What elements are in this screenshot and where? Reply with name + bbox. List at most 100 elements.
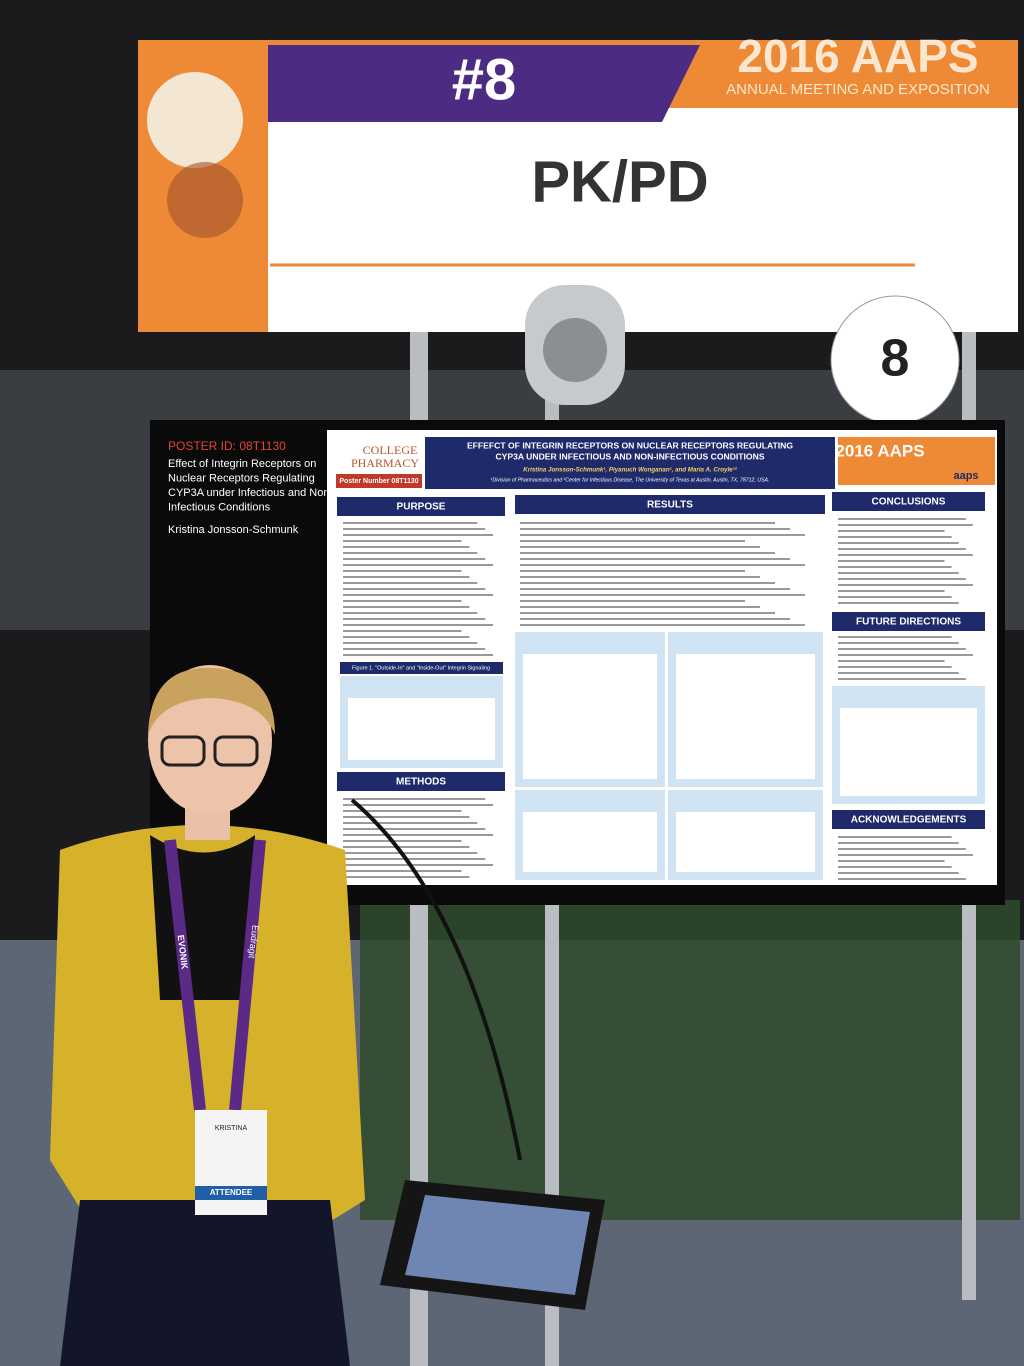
body-text-line — [343, 804, 494, 806]
body-text-line — [838, 860, 945, 862]
poster-number: Poster Number 08T1130 — [339, 478, 418, 485]
body-text-line — [838, 584, 973, 586]
body-text-line — [838, 866, 952, 868]
poster-conference-bar — [838, 437, 995, 485]
body-text-line — [343, 612, 478, 614]
body-text-line — [838, 560, 945, 562]
body-text-line — [838, 548, 966, 550]
body-text-line — [343, 606, 470, 608]
section-header: METHODS — [396, 777, 446, 788]
figure-caption: Figure 1. "Outside-In" and "Inside-Out" … — [352, 665, 490, 671]
body-text-line — [520, 582, 775, 584]
poster-number-box — [336, 474, 422, 488]
figure-plot — [523, 654, 657, 779]
body-text-line — [343, 852, 478, 854]
body-text-line — [520, 576, 760, 578]
figure-caption-bar — [340, 662, 503, 674]
body-text-line — [838, 854, 973, 856]
body-text-line — [343, 648, 486, 650]
body-text-line — [343, 798, 486, 800]
body-text-line — [520, 558, 790, 560]
body-text-line — [343, 558, 486, 560]
body-text-line — [838, 536, 952, 538]
sign-purple-band — [268, 45, 700, 122]
hair — [148, 667, 275, 735]
glasses — [160, 735, 206, 767]
body-text-line — [838, 578, 966, 580]
body-text-line — [343, 588, 486, 590]
body-text-line — [838, 678, 966, 680]
sign-hexagon-image — [147, 72, 243, 168]
body-text-line — [838, 542, 959, 544]
body-text-line — [838, 666, 952, 668]
body-text-line — [343, 636, 470, 638]
section-header: PURPOSE — [397, 502, 446, 513]
lanyard — [164, 839, 206, 1111]
body-text-line — [343, 624, 494, 626]
poster-society: aaps — [953, 470, 978, 482]
body-text-line — [343, 630, 462, 632]
panel-title-line: CYP3A under Infectious and Non- — [168, 487, 333, 499]
body-text-line — [343, 840, 462, 842]
body-text-line — [838, 660, 945, 662]
body-text-line — [520, 612, 775, 614]
top — [150, 835, 255, 1000]
booth-number: #8 — [452, 47, 517, 112]
body-text-line — [343, 618, 486, 620]
body-text-line — [343, 822, 478, 824]
body-text-line — [520, 624, 805, 626]
body-text-line — [520, 534, 805, 536]
section-header-bar — [337, 497, 505, 516]
figure-plot — [348, 698, 495, 760]
body-text-line — [838, 872, 959, 874]
body-text-line — [838, 572, 959, 574]
lanyard-text: Eudragit — [247, 924, 261, 959]
body-text-line — [838, 530, 945, 532]
body-text-line — [520, 618, 790, 620]
body-text-line — [520, 564, 805, 566]
body-text-line — [343, 828, 486, 830]
body-text-line — [520, 588, 790, 590]
body-text-line — [343, 876, 470, 878]
section-header: RESULTS — [647, 500, 693, 511]
plants — [360, 900, 1020, 1220]
panel-author: Kristina Jonsson-Schmunk — [168, 524, 299, 536]
poster-id: POSTER ID: 08T1130 — [168, 439, 286, 453]
poster-affiliation: ¹Division of Pharmaceutics and ²Center f… — [491, 477, 770, 483]
body-text-line — [520, 606, 760, 608]
section-header-bar — [832, 612, 985, 631]
body-text-line — [838, 842, 959, 844]
section-header: FUTURE DIRECTIONS — [856, 617, 961, 628]
figure-plot — [840, 708, 977, 796]
skirt — [60, 1200, 350, 1366]
body-text-line — [343, 582, 478, 584]
poster-body — [340, 518, 985, 880]
body-text-line — [343, 522, 478, 524]
body-text-line — [343, 600, 462, 602]
body-text-line — [343, 546, 470, 548]
panel-title-line: Effect of Integrin Receptors on — [168, 458, 316, 470]
sign-orange-band — [660, 40, 1018, 108]
glasses — [213, 735, 259, 767]
poster-authors: Kristina Jonsson-Schmunk¹, Piyanuch Wong… — [523, 467, 737, 474]
poster-title-bar — [425, 437, 835, 489]
marker-number: 8 — [881, 330, 910, 388]
body-text-line — [343, 858, 486, 860]
figure-plot — [523, 812, 657, 872]
body-text-line — [838, 596, 952, 598]
body-text-line — [343, 846, 470, 848]
body-text-line — [520, 594, 805, 596]
badge-role: ATTENDEE — [210, 1188, 253, 1197]
body-text-line — [343, 654, 494, 656]
event-name: 2016 AAPS — [737, 30, 978, 82]
body-text-line — [838, 524, 973, 526]
body-text-line — [838, 654, 973, 656]
body-text-line — [343, 534, 494, 536]
body-text-line — [520, 552, 775, 554]
body-text-line — [343, 834, 494, 836]
body-text-line — [520, 528, 790, 530]
logo-line: PHARMACY — [351, 456, 419, 470]
lanyard — [229, 839, 266, 1111]
